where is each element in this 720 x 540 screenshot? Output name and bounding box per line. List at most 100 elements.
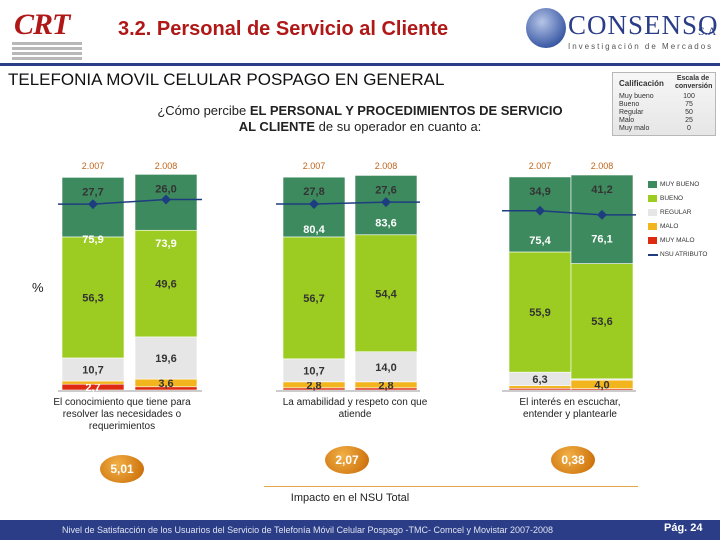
scale-row-label: Regular	[619, 109, 644, 116]
scale-row: Regular 50	[619, 109, 711, 117]
nsu-label: 83,6	[375, 217, 396, 229]
data-label-bueno: 55,9	[529, 307, 550, 319]
page-number: Pág. 24	[664, 522, 703, 534]
y-axis-label: %	[32, 280, 44, 295]
legend-item-nsu: NSU ATRIBUTO	[648, 250, 707, 264]
footer-bar	[0, 520, 720, 540]
group-caption-interes: El interés en escuchar, entender y plant…	[519, 397, 621, 420]
nsu-label: 80,4	[303, 224, 325, 236]
legend-label: REGULAR	[660, 209, 692, 216]
chart-legend: MUY BUENO BUENO REGULAR MALO MUY MALO NS…	[648, 180, 707, 264]
impact-label: Impacto en el NSU Total	[290, 492, 410, 504]
nsu-point	[88, 199, 98, 210]
header-divider	[0, 63, 720, 66]
legend-item-bueno: BUENO	[648, 194, 707, 208]
nsu-point	[161, 194, 171, 205]
question-suffix: de su operador en cuanto a:	[315, 119, 482, 134]
nsu-point	[381, 197, 391, 208]
data-label-bueno: 56,7	[303, 293, 324, 305]
nsu-line	[92, 198, 167, 205]
data-label-muy-bueno: 34,9	[529, 186, 550, 198]
bar-segment-bueno	[570, 263, 634, 380]
crt-logo-lines	[12, 42, 82, 62]
crt-logo-text: CRT	[14, 8, 70, 41]
data-label-regular: 10,7	[303, 365, 324, 377]
data-label-regular: 6,3	[532, 374, 547, 386]
consenso-tagline: Investigación de Mercados	[568, 42, 714, 51]
scale-header-rating: Calificación	[619, 79, 664, 88]
legend-item-malo: MALO	[648, 222, 707, 236]
data-label-regular: 14,0	[375, 362, 396, 374]
data-label-muy-bueno: 27,6	[375, 184, 396, 196]
nsu-line	[313, 201, 387, 205]
page-title: 3.2. Personal de Servicio al Cliente	[118, 18, 449, 40]
year-label: 2.007	[82, 161, 105, 171]
survey-question: ¿Cómo percibe EL PERSONAL Y PROCEDIMIENT…	[150, 103, 570, 135]
bar-segment-bueno	[61, 236, 125, 359]
legend-label: MUY MALO	[660, 237, 695, 244]
consenso-logo-text: CONSENSO	[568, 10, 719, 40]
nsu-line	[539, 209, 603, 216]
legend-swatch	[648, 223, 657, 230]
legend-label: MALO	[660, 223, 679, 230]
bar-segment-regular	[134, 336, 198, 380]
data-label-malo: 3,6	[158, 378, 173, 390]
consenso-globe-icon	[526, 8, 566, 48]
scale-row-value: 25	[685, 117, 693, 124]
legend-label: NSU ATRIBUTO	[660, 251, 708, 258]
legend-label: MUY BUENO	[660, 181, 700, 188]
legend-label: BUENO	[660, 195, 684, 202]
scale-row: Muy bueno 100	[619, 93, 711, 101]
bar-segment-bueno	[282, 236, 346, 360]
scale-row-label: Muy bueno	[619, 93, 654, 100]
scale-conversion-table: Calificación Escala de conversión Muy bu…	[612, 72, 716, 136]
legend-item-muy-bueno: MUY BUENO	[648, 180, 707, 194]
legend-item-regular: REGULAR	[648, 208, 707, 222]
scale-row-label: Muy malo	[619, 125, 650, 132]
scale-row-label: Bueno	[619, 101, 640, 108]
section-subtitle: TELEFONIA MOVIL CELULAR POSPAGO EN GENER…	[8, 70, 445, 89]
bar-segment-malo	[508, 385, 572, 389]
consenso-logo-suffix: S.A	[698, 24, 717, 38]
data-label-bueno: 49,6	[155, 279, 176, 291]
scale-row: Malo 25	[619, 117, 711, 125]
data-label-bueno: 54,4	[375, 288, 397, 300]
footer-text: Nivel de Satisfacción de los Usuarios de…	[62, 525, 554, 535]
data-label-muy-bueno: 27,7	[82, 186, 103, 198]
data-label-regular: 19,6	[155, 353, 176, 365]
legend-line	[648, 254, 658, 256]
impact-divider	[264, 486, 638, 487]
nsu-label: 73,9	[155, 238, 176, 250]
nsu-point	[597, 209, 607, 220]
legend-swatch	[648, 181, 657, 188]
impact-bubble: 5,01	[100, 455, 144, 483]
data-label-muy-malo: 2,7	[85, 382, 100, 394]
impact-bubble: 2,07	[325, 446, 369, 474]
data-label-malo: 2,8	[306, 380, 321, 392]
data-label-muy-bueno: 26,0	[155, 183, 176, 195]
bar-segment-bueno	[508, 251, 572, 373]
year-label: 2.007	[303, 161, 326, 171]
bar-segment-malo	[61, 380, 125, 385]
data-label-malo: 4,0	[594, 379, 609, 391]
nsu-label: 75,4	[529, 235, 551, 247]
bar-segment-bueno	[354, 234, 418, 353]
year-label: 2.008	[591, 161, 614, 171]
scale-row-value: 75	[685, 101, 693, 108]
scale-row-value: 50	[685, 109, 693, 116]
impact-bubble: 0,38	[551, 446, 595, 474]
year-label: 2.007	[529, 161, 552, 171]
group-caption-conocimiento: El conocimiento que tiene para resolver …	[53, 397, 191, 432]
question-prefix: ¿Cómo percibe	[157, 103, 250, 118]
data-label-malo: 2,8	[378, 380, 393, 392]
data-label-muy-bueno: 27,8	[303, 186, 324, 198]
data-label-regular: 10,7	[82, 364, 103, 376]
question-bold: EL PERSONAL Y PROCEDIMIENTOS DE SERVICIO…	[238, 103, 563, 134]
year-label: 2.008	[375, 161, 398, 171]
scale-row-value: 100	[683, 93, 695, 100]
group-caption-amabilidad: La amabilidad y respeto con que atiende	[282, 397, 428, 420]
nsu-point	[535, 205, 545, 216]
scale-header-conversion: Escala de conversión	[675, 75, 713, 90]
year-label: 2.008	[155, 161, 178, 171]
